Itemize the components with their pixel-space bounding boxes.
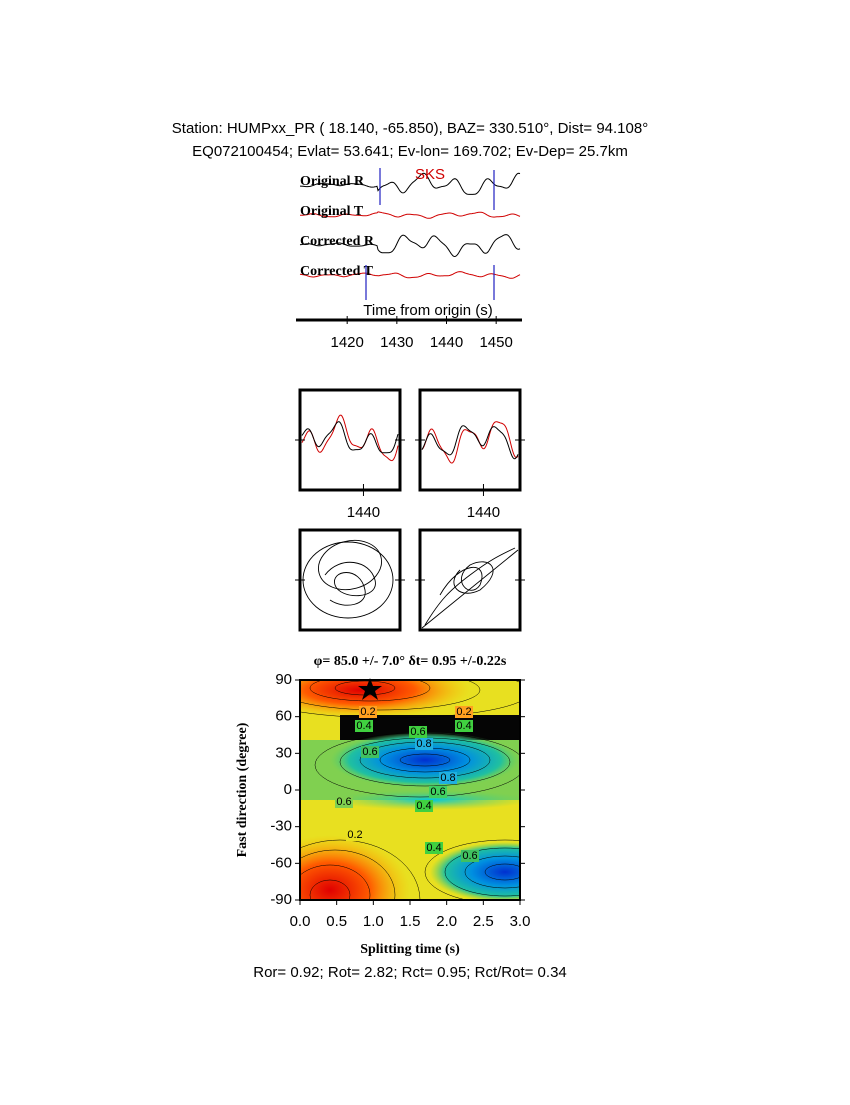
trace-label: Original T — [300, 204, 364, 219]
trace-label: Original R — [300, 174, 365, 189]
x-tick-label: 1430 — [380, 334, 413, 351]
pm-curve — [302, 541, 394, 619]
contour-label-bg — [355, 720, 373, 732]
best-fit-star — [358, 678, 382, 700]
trace — [299, 271, 521, 279]
contour-label-bg — [415, 738, 433, 750]
footer: Ror= 0.92; Rot= 2.82; Rct= 0.95; Rct/Rot… — [253, 964, 567, 981]
x-tick-label: 2.5 — [473, 913, 494, 930]
contour-label-bg — [455, 706, 473, 718]
y-tick-label: -60 — [270, 854, 292, 871]
y-axis-label: Fast direction (degree) — [235, 722, 250, 857]
trace — [301, 414, 399, 462]
trace-label: Corrected T — [300, 264, 374, 279]
comparison-panels: 1440 1440 — [295, 388, 525, 521]
y-tick-label: 60 — [275, 708, 292, 725]
trace — [421, 421, 519, 464]
contour-label-bg — [425, 842, 443, 854]
contour-label: 0.2 — [347, 829, 362, 841]
x-tick-label: 2.0 — [436, 913, 457, 930]
contour-label: 0.6 — [336, 796, 351, 808]
contour-label-bg — [415, 800, 433, 812]
contour-label: 0.4 — [456, 720, 471, 732]
x-tick-label: 1440 — [347, 504, 380, 521]
x-tick-label: 1.0 — [363, 913, 384, 930]
contour-label-bg — [335, 796, 353, 808]
contour-label-bg — [461, 850, 479, 862]
x-tick-label: 0.0 — [290, 913, 311, 930]
trace — [299, 234, 521, 258]
contour-label-bg — [346, 829, 364, 841]
contour-label-bg — [429, 786, 447, 798]
x-tick-label: 1.5 — [400, 913, 421, 930]
pm-box — [418, 528, 522, 632]
x-tick-label: 3.0 — [510, 913, 531, 930]
pm-box — [298, 528, 402, 632]
y-tick-label: 90 — [275, 671, 292, 688]
contour-label-bg — [361, 746, 379, 758]
contour-label: 0.4 — [356, 720, 371, 732]
x-tick-label: 1440 — [467, 504, 500, 521]
contour-label: 0.6 — [362, 746, 377, 758]
contour-label: 0.6 — [462, 850, 477, 862]
x-tick-label: 1420 — [330, 334, 363, 351]
pm-curve — [318, 539, 382, 591]
contour-panel: φ= 85.0 +/- 7.0° δt= 0.95 +/-0.22s 90 60 30… — [235, 654, 531, 957]
header-line1: Station: HUMPxx_PR ( 18.140, -65.850), B… — [172, 120, 648, 137]
contour-label-bg — [409, 726, 427, 738]
x-tick-label: 1450 — [479, 334, 512, 351]
y-tick-label: 0 — [284, 781, 292, 798]
contour-label: 0.4 — [426, 842, 441, 854]
header-line2: EQ072100454; Evlat= 53.641; Ev-lon= 169.… — [192, 143, 628, 160]
x-tick-label: 1440 — [430, 334, 463, 351]
contour-label-bg — [455, 720, 473, 732]
contour-label: 0.8 — [440, 772, 455, 784]
contour-label: 0.4 — [416, 800, 431, 812]
misfit-field — [430, 842, 520, 900]
phase-label: SKS — [415, 166, 445, 183]
y-tick-label: -30 — [270, 818, 292, 835]
y-tick-label: -90 — [270, 891, 292, 908]
x-axis-label: Splitting time (s) — [360, 942, 460, 957]
y-tick-label: 30 — [275, 744, 292, 761]
contour-label: 0.6 — [430, 786, 445, 798]
trace — [300, 211, 521, 219]
x-tick-label: 0.5 — [326, 913, 347, 930]
contour-label: 0.8 — [416, 738, 431, 750]
trace-label: Corrected R — [300, 234, 375, 249]
contour-label: 0.2 — [360, 706, 375, 718]
contour-label: 0.6 — [410, 726, 425, 738]
pm-curve — [324, 561, 376, 606]
trace — [421, 425, 519, 460]
trace — [300, 172, 521, 195]
pm-curve — [421, 547, 519, 629]
x-axis-label: Time from origin (s) — [363, 302, 492, 319]
misfit-field — [300, 835, 410, 900]
contour-label: 0.2 — [456, 706, 471, 718]
trace — [301, 421, 399, 454]
particle-motion-panels — [295, 528, 525, 632]
contour-label-bg — [439, 772, 457, 784]
waveform-panel: Original R Original T Corrected R Corrected… — [296, 166, 522, 351]
contour-title: φ= 85.0 +/- 7.0° δt= 0.95 +/-0.22s — [314, 654, 507, 669]
contour-label-bg — [359, 706, 377, 718]
